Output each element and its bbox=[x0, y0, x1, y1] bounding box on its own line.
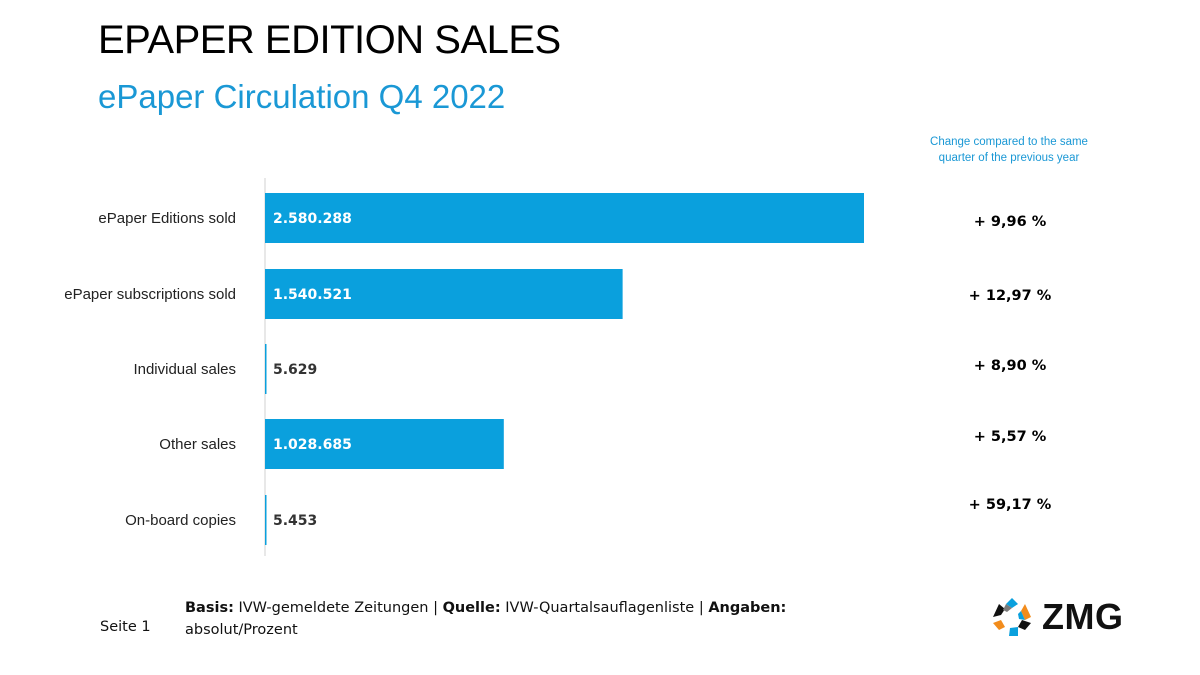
info-label: Angaben: bbox=[708, 600, 787, 616]
bar-4 bbox=[265, 495, 267, 545]
bar-group bbox=[265, 193, 864, 545]
basis-label: Basis: bbox=[185, 600, 234, 616]
footer-source-note: Basis: IVW-gemeldete Zeitungen | Quelle:… bbox=[185, 597, 845, 641]
change-label: + 59,17 % bbox=[969, 497, 1052, 513]
change-label: + 5,57 % bbox=[974, 429, 1047, 445]
bar-3 bbox=[265, 419, 504, 469]
category-label: ePaper Editions sold bbox=[98, 210, 236, 227]
change-column-header: Change compared to the same quarter of t… bbox=[930, 136, 1088, 164]
category-label: Other sales bbox=[159, 436, 236, 453]
change-label: + 9,96 % bbox=[974, 214, 1047, 230]
zmg-logo-icon bbox=[993, 598, 1031, 636]
value-label: 2.580.288 bbox=[273, 211, 352, 227]
basis-value: IVW-gemeldete Zeitungen bbox=[238, 600, 429, 616]
logo-text: ZMG bbox=[1042, 596, 1124, 637]
chart-subtitle: ePaper Circulation Q4 2022 bbox=[98, 78, 506, 115]
bar-2 bbox=[265, 344, 267, 394]
value-label: 1.028.685 bbox=[273, 437, 352, 453]
source-value: IVW-Quartalsauflagenliste bbox=[505, 600, 695, 616]
zmg-logo: ZMG bbox=[992, 596, 1123, 638]
change-label: + 12,97 % bbox=[969, 288, 1052, 304]
bar-1 bbox=[265, 269, 623, 319]
category-label: ePaper subscriptions sold bbox=[64, 286, 236, 303]
value-label: 5.453 bbox=[273, 513, 317, 529]
info-value: absolut/Prozent bbox=[185, 622, 298, 638]
category-label: On-board copies bbox=[125, 512, 236, 529]
page-number: Seite 1 bbox=[100, 619, 151, 635]
source-label: Quelle: bbox=[442, 600, 501, 616]
bar-0 bbox=[265, 193, 864, 243]
page-title: EPAPER EDITION SALES bbox=[98, 18, 561, 62]
change-label: + 8,90 % bbox=[974, 358, 1047, 374]
label-group: ePaper Editions sold 2.580.288 + 9,96 % ePa… bbox=[64, 210, 1052, 529]
separator: | bbox=[698, 600, 704, 616]
value-label: 1.540.521 bbox=[273, 287, 352, 303]
value-label: 5.629 bbox=[273, 362, 317, 378]
category-label: Individual sales bbox=[133, 361, 236, 378]
separator: | bbox=[433, 600, 438, 616]
